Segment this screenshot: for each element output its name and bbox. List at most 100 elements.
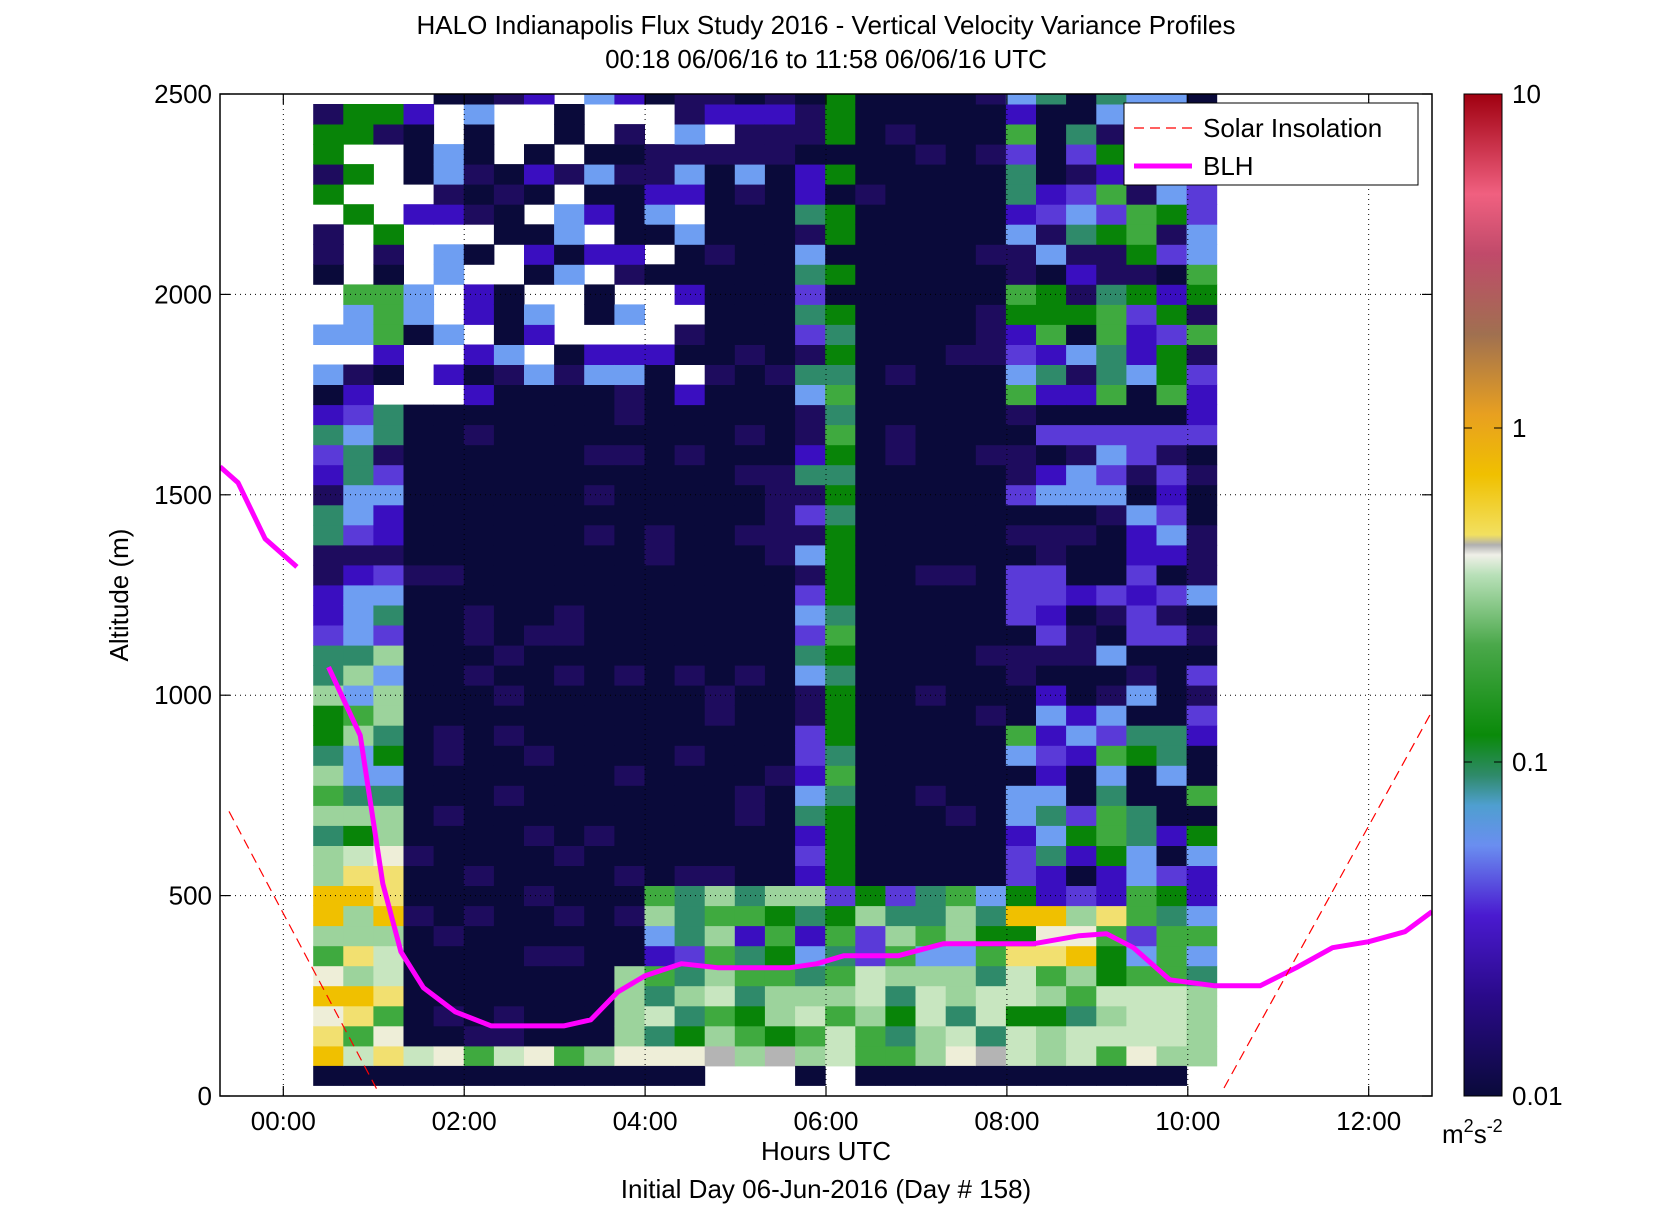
heatmap-cell: [795, 544, 826, 566]
heatmap-cell: [1156, 444, 1188, 466]
heatmap-cell: [1066, 665, 1097, 686]
x-tick-label: 10:00: [1155, 1106, 1220, 1136]
heatmap-cell: [493, 845, 525, 866]
heatmap-cell: [704, 645, 736, 666]
grid-lines: [220, 94, 1432, 1096]
heatmap-cell: [493, 524, 525, 546]
y-tick-label: 2500: [154, 79, 212, 109]
heatmap-cell: [584, 705, 615, 726]
heatmap-cell: [1066, 825, 1097, 846]
heatmap-cell: [915, 184, 947, 205]
heatmap-cell: [915, 925, 947, 947]
heatmap-cell: [825, 244, 856, 265]
heatmap-cell: [704, 585, 736, 606]
heatmap-cell: [764, 464, 796, 486]
heatmap-cell: [1126, 524, 1157, 546]
heatmap-cell: [463, 685, 495, 706]
heatmap-cell: [704, 164, 736, 185]
heatmap-cell: [975, 625, 1007, 646]
heatmap-cell: [373, 544, 404, 566]
heatmap-cell: [1156, 785, 1188, 806]
heatmap-cell: [1036, 765, 1067, 786]
heatmap-cell: [463, 404, 495, 426]
heatmap-cell: [463, 1065, 495, 1086]
heatmap-cell: [795, 665, 826, 686]
heatmap-cell: [825, 364, 856, 385]
heatmap-cell: [975, 444, 1007, 466]
colorbar-tick-label: 10: [1512, 79, 1541, 109]
heatmap-cell: [1036, 745, 1067, 766]
heatmap-cell: [1036, 404, 1067, 426]
heatmap-cell: [313, 785, 344, 806]
heatmap-cell: [975, 244, 1007, 265]
heatmap-cell: [614, 1065, 645, 1086]
heatmap-cell: [403, 605, 435, 626]
heatmap-cell: [614, 224, 645, 245]
heatmap-cell: [463, 464, 495, 486]
heatmap-cell: [554, 504, 585, 526]
heatmap-cell: [945, 424, 977, 446]
heatmap-cell: [373, 264, 404, 285]
heatmap-cell: [825, 564, 856, 586]
heatmap-cell: [1186, 1045, 1218, 1067]
heatmap-cell: [524, 444, 555, 466]
heatmap-cell: [975, 805, 1007, 826]
heatmap-cell: [674, 564, 706, 586]
heatmap-cell: [1126, 1045, 1157, 1067]
heatmap-cell: [1096, 124, 1127, 145]
heatmap-cell: [1186, 184, 1218, 205]
heatmap-cell: [463, 905, 495, 927]
heatmap-cell: [734, 665, 766, 686]
heatmap-cell: [1126, 484, 1157, 506]
heatmap-cell: [885, 224, 916, 245]
heatmap-cell: [554, 124, 585, 145]
heatmap-cell: [1156, 384, 1188, 406]
heatmap-cell: [1066, 965, 1097, 987]
heatmap-cell: [493, 284, 525, 305]
heatmap-cell: [584, 625, 615, 646]
heatmap-cell: [373, 625, 404, 646]
heatmap-cell: [1096, 845, 1127, 866]
heatmap-cell: [1036, 124, 1067, 145]
heatmap-cell: [1005, 144, 1037, 165]
heatmap-cell: [554, 845, 585, 866]
heatmap-cell: [1066, 144, 1097, 165]
heatmap-cell: [433, 805, 465, 826]
heatmap-cell: [1186, 424, 1218, 446]
heatmap-cell: [343, 544, 374, 566]
heatmap-cell: [1036, 504, 1067, 526]
heatmap-cell: [1126, 605, 1157, 626]
heatmap-cell: [493, 304, 525, 325]
heatmap-cell: [885, 384, 916, 406]
heatmap-cell: [975, 424, 1007, 446]
heatmap-cell: [614, 825, 645, 846]
heatmap-cell: [524, 585, 555, 606]
heatmap-cell: [1005, 424, 1037, 446]
heatmap-cell: [945, 544, 977, 566]
heatmap-cell: [674, 104, 706, 125]
heatmap-cell: [734, 925, 766, 947]
heatmap-cell: [1126, 785, 1157, 806]
heatmap-cell: [524, 404, 555, 426]
heatmap-cell: [915, 384, 947, 406]
heatmap-cell: [644, 524, 676, 546]
heatmap-cell: [1096, 524, 1127, 546]
heatmap-cell: [764, 144, 796, 165]
heatmap-cell: [313, 264, 344, 285]
heatmap-cell: [795, 104, 826, 125]
heatmap-cell: [1186, 985, 1218, 1007]
heatmap-cell: [493, 985, 525, 1007]
heatmap-cell: [734, 564, 766, 586]
heatmap-cell: [704, 144, 736, 165]
heatmap-cell: [1036, 544, 1067, 566]
heatmap-cell: [1066, 364, 1097, 385]
heatmap-cell: [403, 945, 435, 967]
heatmap-cell: [373, 965, 404, 987]
heatmap-cell: [704, 965, 736, 987]
heatmap-cell: [614, 925, 645, 947]
heatmap-cell: [885, 544, 916, 566]
heatmap-cell: [554, 685, 585, 706]
heatmap-cell: [463, 104, 495, 125]
heatmap-cell: [704, 945, 736, 967]
colorbar-tick-label: 0.1: [1512, 747, 1548, 777]
